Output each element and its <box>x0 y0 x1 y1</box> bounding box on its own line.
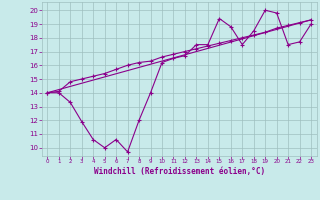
X-axis label: Windchill (Refroidissement éolien,°C): Windchill (Refroidissement éolien,°C) <box>94 167 265 176</box>
